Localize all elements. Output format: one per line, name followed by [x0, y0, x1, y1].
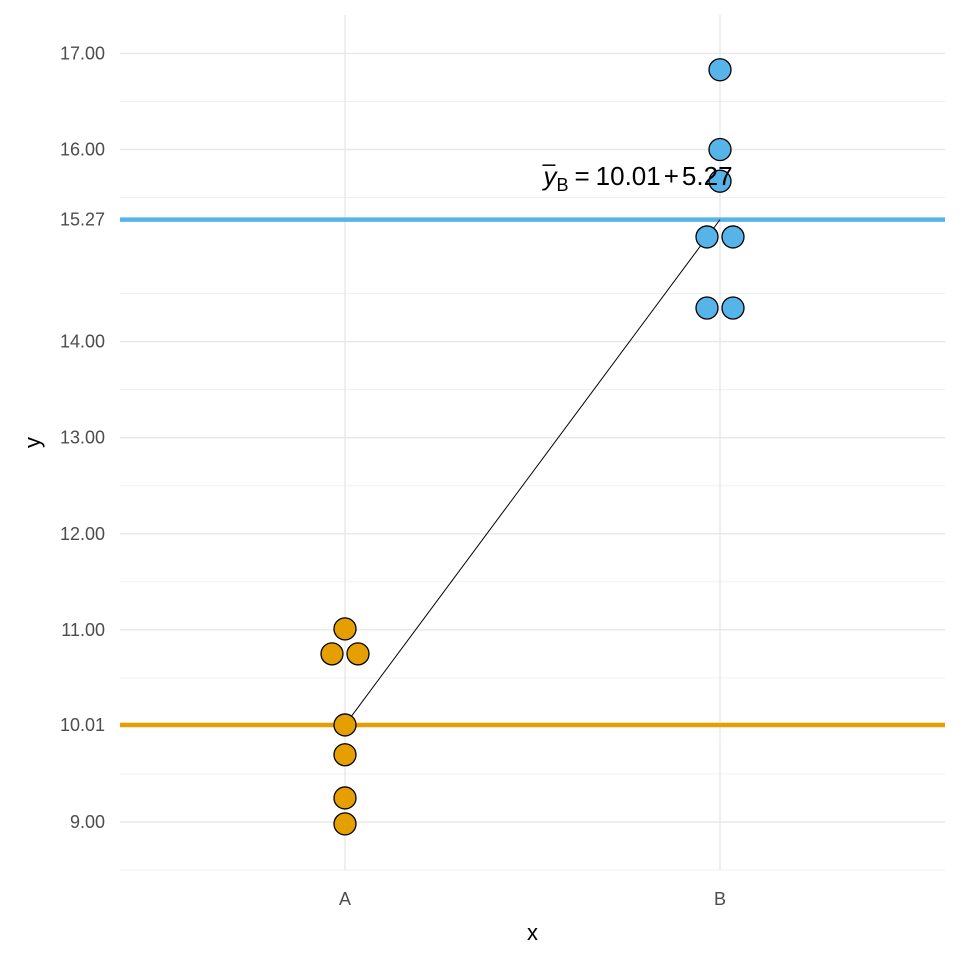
y-tick-label: 12.00	[60, 524, 105, 544]
y-tick-label: 13.00	[60, 428, 105, 448]
data-point	[333, 617, 357, 641]
data-point	[320, 642, 344, 666]
data-point	[708, 58, 732, 82]
y-tick-label: 16.00	[60, 139, 105, 159]
annotation-y-symbol: y	[541, 161, 558, 191]
x-tick-label: A	[339, 889, 351, 909]
y-axis-ticks: 9.00 10.01 11.00 12.00 13.00 14.00 15.27 16.00 1…	[60, 43, 105, 832]
data-point	[708, 137, 732, 162]
y-tick-label: 11.00	[61, 620, 105, 640]
minor-gridlines	[120, 100, 945, 871]
y-tick-label: 14.00	[60, 332, 105, 352]
mean-lines	[120, 217, 945, 728]
difference-segment	[344, 219, 721, 726]
major-gridlines	[120, 52, 945, 823]
x-axis-title: x	[527, 920, 538, 945]
data-point	[721, 225, 745, 249]
annotation-subscript: B	[556, 175, 568, 195]
data-point	[721, 296, 745, 320]
annotation-intercept: 10.01	[596, 161, 661, 191]
y-tick-label: 10.01	[60, 715, 105, 735]
y-tick-label: 15.27	[60, 210, 105, 230]
data-point	[333, 812, 357, 836]
y-tick-label: 9.00	[70, 812, 105, 832]
data-point	[346, 642, 370, 666]
y-tick-label: 17.00	[60, 43, 105, 63]
data-point	[708, 169, 732, 193]
y-axis-title: y	[20, 437, 45, 448]
x-gridlines	[344, 15, 721, 870]
data-point	[333, 713, 357, 737]
data-point	[695, 296, 719, 320]
x-tick-label: B	[714, 889, 726, 909]
annotation-slope: 5.27	[682, 161, 733, 191]
data-points	[320, 58, 745, 836]
data-point	[333, 743, 357, 767]
segment-line	[344, 219, 721, 726]
data-point	[695, 225, 719, 249]
annotation-plus: +	[664, 161, 679, 191]
svg-text:yB=10.01+5.27: yB = 10.01 +5.27	[541, 161, 732, 195]
mean-equation-annotation: yB = 10.01 +5.27	[541, 161, 732, 195]
data-point	[333, 786, 357, 810]
annotation-equals: =	[574, 161, 589, 191]
